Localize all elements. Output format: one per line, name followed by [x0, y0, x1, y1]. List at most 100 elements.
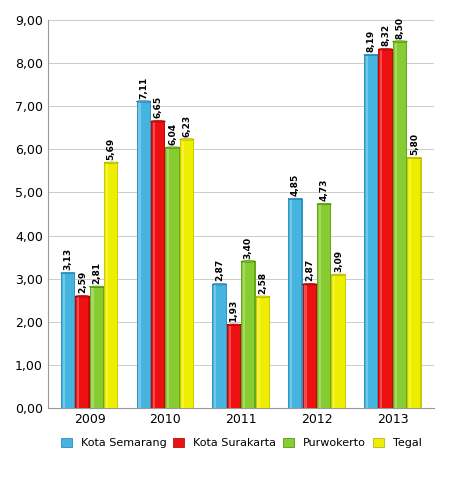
Bar: [117, 162, 118, 408]
Text: 2,59: 2,59: [78, 271, 87, 293]
Text: 6,23: 6,23: [182, 114, 191, 136]
Bar: [153, 121, 155, 408]
Bar: [213, 284, 227, 408]
Ellipse shape: [364, 54, 378, 56]
Ellipse shape: [288, 198, 303, 200]
Bar: [331, 275, 345, 408]
Ellipse shape: [151, 121, 165, 122]
Bar: [151, 121, 165, 408]
Text: 2,87: 2,87: [305, 259, 314, 281]
Bar: [103, 287, 104, 408]
Legend: Kota Semarang, Kota Surakarta, Purwokerto, Tegal: Kota Semarang, Kota Surakarta, Purwokert…: [56, 434, 426, 453]
Bar: [137, 102, 151, 408]
Bar: [319, 204, 321, 408]
Bar: [331, 275, 333, 408]
Ellipse shape: [61, 272, 75, 274]
Bar: [304, 284, 307, 408]
Bar: [378, 49, 393, 408]
Text: 4,73: 4,73: [319, 179, 329, 201]
Bar: [150, 102, 151, 408]
Bar: [164, 121, 165, 408]
Text: 8,19: 8,19: [367, 30, 376, 52]
Ellipse shape: [393, 41, 407, 42]
Bar: [106, 162, 108, 408]
Text: 5,69: 5,69: [106, 137, 116, 160]
Bar: [75, 296, 76, 408]
Bar: [138, 102, 141, 408]
Bar: [180, 139, 194, 408]
Bar: [104, 162, 118, 408]
Bar: [303, 284, 317, 408]
Bar: [167, 147, 170, 408]
Bar: [88, 296, 90, 408]
Text: 2,81: 2,81: [92, 262, 101, 284]
Bar: [407, 158, 408, 408]
Bar: [406, 42, 407, 408]
Bar: [420, 158, 421, 408]
Bar: [330, 204, 331, 408]
Text: 6,65: 6,65: [154, 96, 163, 118]
Bar: [257, 297, 260, 408]
Bar: [378, 49, 379, 408]
Bar: [180, 139, 181, 408]
Bar: [301, 199, 303, 408]
Bar: [227, 325, 241, 408]
Bar: [241, 262, 242, 408]
Bar: [137, 102, 138, 408]
Bar: [179, 147, 180, 408]
Ellipse shape: [378, 49, 393, 50]
Bar: [317, 204, 318, 408]
Ellipse shape: [213, 284, 227, 285]
Bar: [407, 158, 421, 408]
Ellipse shape: [90, 286, 104, 288]
Bar: [165, 147, 180, 408]
Text: 4,85: 4,85: [291, 174, 300, 196]
Text: 3,40: 3,40: [244, 236, 253, 259]
Bar: [255, 297, 270, 408]
Bar: [333, 275, 335, 408]
Bar: [61, 273, 75, 408]
Bar: [90, 287, 104, 408]
Text: 5,80: 5,80: [410, 133, 419, 155]
Ellipse shape: [317, 203, 331, 205]
Text: 2,87: 2,87: [215, 259, 224, 281]
Ellipse shape: [104, 162, 118, 163]
Ellipse shape: [241, 261, 255, 262]
Bar: [240, 325, 241, 408]
Bar: [165, 147, 166, 408]
Bar: [227, 325, 228, 408]
Ellipse shape: [303, 284, 317, 285]
Bar: [255, 297, 257, 408]
Bar: [91, 287, 94, 408]
Text: 3,09: 3,09: [334, 250, 343, 272]
Bar: [226, 284, 227, 408]
Bar: [316, 284, 317, 408]
Bar: [393, 42, 394, 408]
Bar: [228, 325, 231, 408]
Text: 8,32: 8,32: [381, 24, 390, 46]
Bar: [290, 199, 292, 408]
Bar: [61, 273, 62, 408]
Ellipse shape: [75, 296, 90, 297]
Bar: [409, 158, 411, 408]
Bar: [243, 262, 245, 408]
Ellipse shape: [165, 147, 180, 148]
Ellipse shape: [137, 101, 151, 102]
Bar: [393, 42, 407, 408]
Bar: [317, 204, 331, 408]
Bar: [288, 199, 303, 408]
Bar: [394, 42, 397, 408]
Ellipse shape: [407, 157, 421, 158]
Bar: [364, 55, 378, 408]
Bar: [151, 121, 152, 408]
Bar: [193, 139, 194, 408]
Text: 8,50: 8,50: [395, 17, 404, 39]
Bar: [366, 55, 368, 408]
Bar: [269, 297, 270, 408]
Bar: [288, 199, 289, 408]
Bar: [392, 49, 393, 408]
Ellipse shape: [255, 296, 270, 297]
Bar: [241, 262, 255, 408]
Ellipse shape: [227, 324, 241, 325]
Bar: [74, 273, 75, 408]
